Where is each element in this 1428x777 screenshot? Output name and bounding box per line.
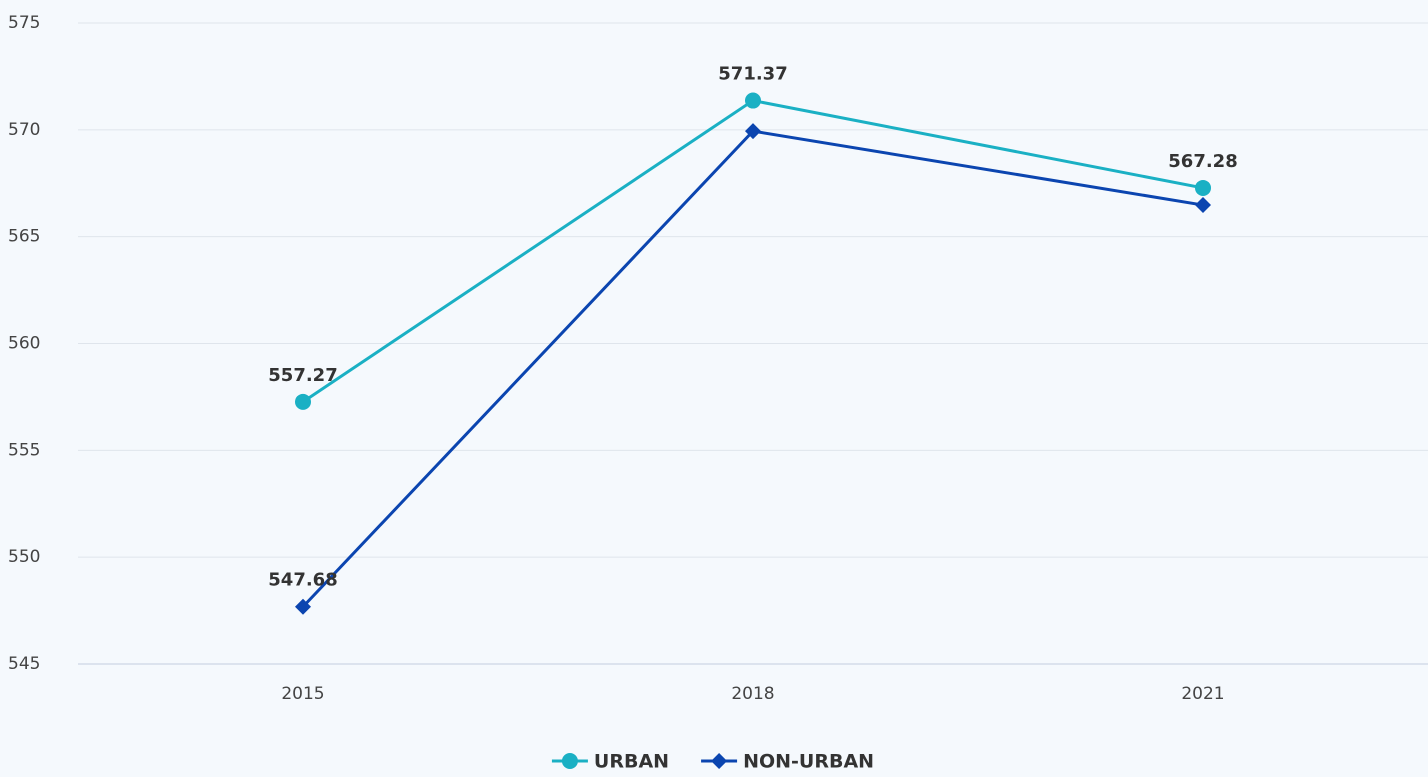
data-point [745, 92, 761, 109]
y-tick-label: 570 [8, 120, 40, 140]
data-point [745, 123, 761, 140]
data-label: 567.28 [1168, 151, 1237, 172]
data-label: 547.68 [268, 570, 337, 591]
legend-marker [561, 753, 578, 769]
series-line [302, 98, 1204, 404]
y-tick-label: 565 [8, 227, 40, 247]
legend-label: URBAN [594, 751, 669, 773]
x-tick-label: 2015 [281, 684, 324, 704]
legend: URBAN NON-URBAN [551, 751, 874, 773]
data-point [295, 393, 311, 410]
legend-item [701, 753, 738, 769]
y-tick-label: 575 [8, 13, 40, 33]
x-tick-label: 2018 [731, 684, 774, 704]
y-tick-label: 550 [8, 547, 40, 567]
data-point [1195, 197, 1211, 214]
x-tick-label: 2021 [1181, 684, 1224, 704]
series-line [301, 129, 1204, 608]
data-point [295, 598, 311, 615]
legend-marker [711, 753, 728, 769]
y-tick-label: 560 [8, 334, 40, 354]
y-tick-label: 545 [8, 654, 40, 674]
legend-label: NON-URBAN [743, 751, 874, 773]
data-label: 557.27 [268, 365, 337, 386]
y-tick-label: 555 [8, 440, 40, 460]
data-point [1195, 179, 1211, 196]
data-label: 571.37 [718, 64, 787, 85]
legend-item [551, 753, 588, 769]
